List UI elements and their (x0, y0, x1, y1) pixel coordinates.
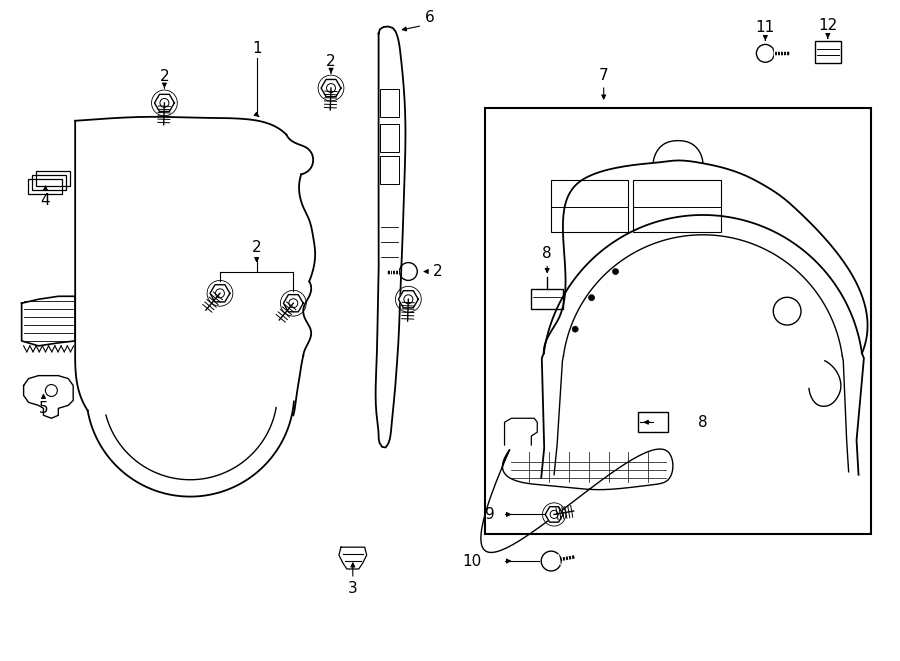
Text: 2: 2 (433, 264, 443, 279)
Text: 2: 2 (326, 54, 336, 69)
Text: 2: 2 (159, 69, 169, 84)
Circle shape (572, 326, 578, 332)
Text: 2: 2 (252, 240, 262, 255)
Text: 1: 1 (252, 41, 262, 56)
Text: 8: 8 (543, 246, 552, 261)
Polygon shape (321, 79, 341, 97)
Polygon shape (399, 291, 418, 308)
Circle shape (613, 268, 618, 274)
Text: 5: 5 (39, 401, 49, 416)
Text: 12: 12 (818, 18, 837, 33)
Polygon shape (210, 285, 230, 302)
Text: 8: 8 (698, 414, 707, 430)
Text: 9: 9 (485, 507, 494, 522)
Circle shape (541, 551, 561, 571)
Text: 7: 7 (598, 67, 608, 83)
Text: 6: 6 (426, 10, 435, 25)
Text: 10: 10 (463, 553, 482, 568)
Circle shape (400, 262, 418, 280)
Text: 4: 4 (40, 192, 50, 208)
Polygon shape (284, 295, 303, 312)
Circle shape (756, 44, 774, 62)
Circle shape (589, 295, 595, 301)
Text: 3: 3 (348, 581, 357, 596)
Polygon shape (155, 95, 175, 112)
Text: 11: 11 (756, 20, 775, 35)
Polygon shape (545, 507, 563, 522)
